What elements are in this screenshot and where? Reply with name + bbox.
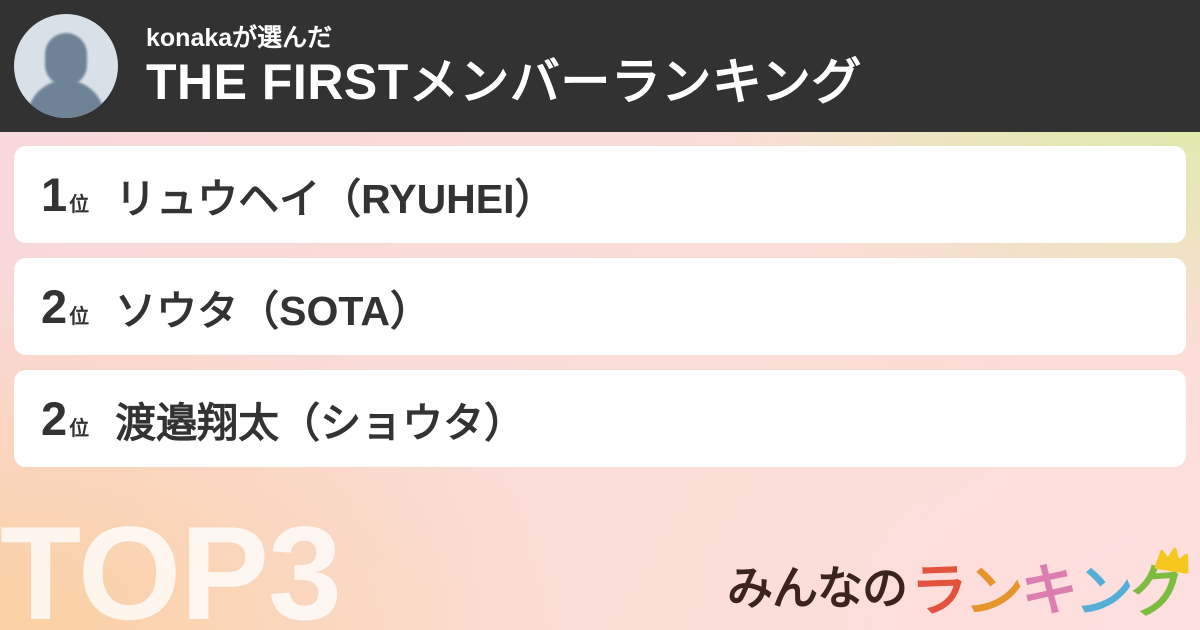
logo-prefix-text: みんなの [727,562,908,614]
header-text-block: konakaが選んだ THE FIRSTメンバーランキング [146,23,862,109]
page-title: THE FIRSTメンバーランキング [146,54,862,111]
logo-letter: ン [1073,558,1134,628]
rank-number: 1 [41,168,68,221]
rank-number: 2 [41,280,68,333]
logo-letter: ン [962,558,1025,628]
rank-suffix: 位 [69,194,90,216]
ranking-row-3: 2 位 渡邉翔太（ショウタ） [14,370,1186,467]
user-avatar [14,14,118,118]
rank-badge: 2 位 [41,391,89,446]
rank-number: 2 [41,392,68,445]
chosen-by-label: konakaが選んだ [146,24,333,53]
rank-suffix: 位 [69,418,90,440]
member-name: リュウヘイ（RYUHEI） [115,175,556,222]
avatar-person-icon [45,33,87,86]
crown-icon [1154,547,1189,574]
member-name: ソウタ（SOTA） [115,287,431,334]
logo-colored-text: ラ ン キ ン グ [909,547,1189,628]
rank-badge: 2 位 [41,279,89,334]
ranking-row-1: 1 位 リュウヘイ（RYUHEI） [14,146,1186,243]
rank-badge: 1 位 [41,167,89,222]
logo-letter: キ [1019,557,1078,625]
member-name: 渡邉翔太（ショウタ） [115,399,526,446]
avatar-person-icon [27,80,105,118]
header-bar: konakaが選んだ THE FIRSTメンバーランキング [0,0,1200,132]
ranking-list: 1 位 リュウヘイ（RYUHEI） 2 位 ソウタ（SOTA） 2 位 渡邉翔太… [14,146,1186,482]
top3-watermark: TOP3 [0,500,342,630]
logo-letter: ラ [909,558,968,624]
minna-no-ranking-logo: みんなの ラ ン キ ン グ [727,547,1189,628]
ranking-row-2: 2 位 ソウタ（SOTA） [14,258,1186,355]
rank-suffix: 位 [69,306,90,328]
